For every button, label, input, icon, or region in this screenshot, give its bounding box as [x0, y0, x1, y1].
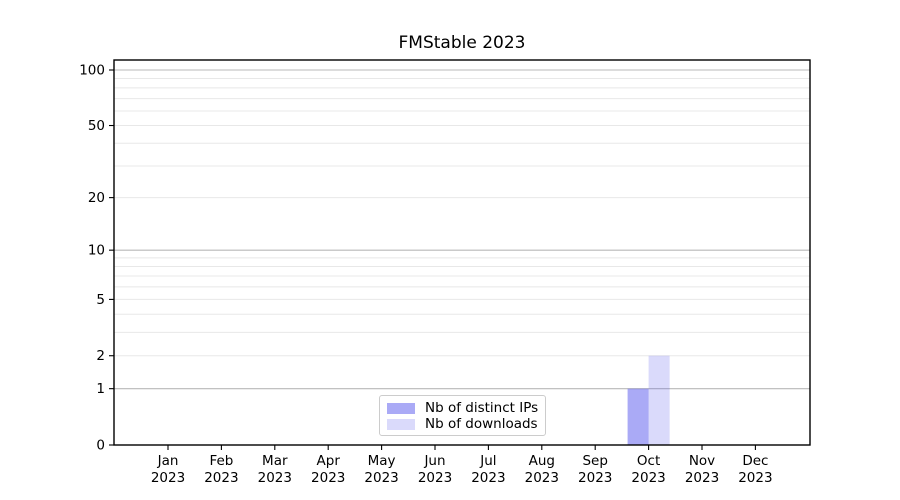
x-tick-label-month: Nov	[689, 453, 715, 469]
x-tick-label-year: 2023	[525, 470, 559, 486]
x-tick-label-year: 2023	[311, 470, 345, 486]
x-tick-label-month: Mar	[262, 453, 288, 469]
x-tick-label-month: Feb	[209, 453, 233, 469]
bar-nb-of-distinct-ips	[627, 388, 649, 445]
y-tick-label: 100	[79, 62, 105, 78]
x-tick-label-year: 2023	[418, 470, 452, 486]
x-tick-label-year: 2023	[685, 470, 719, 486]
y-tick-label: 1	[96, 381, 105, 397]
x-tick-label-year: 2023	[471, 470, 505, 486]
y-tick-label: 10	[88, 243, 105, 259]
chart-title: FMStable 2023	[398, 33, 526, 53]
legend-swatch-distinct-ips	[387, 402, 415, 414]
x-tick-label-month: Sep	[582, 453, 607, 469]
legend-item-downloads: Nb of downloads	[387, 416, 538, 432]
x-tick-label-month: Jul	[479, 453, 496, 469]
x-tick-label-year: 2023	[204, 470, 238, 486]
x-tick-label-year: 2023	[151, 470, 185, 486]
bar-nb-of-downloads	[648, 355, 670, 445]
legend-label-distinct-ips: Nb of distinct IPs	[425, 400, 539, 416]
x-tick-label-month: May	[368, 453, 396, 469]
x-tick-label-month: Jun	[423, 453, 445, 469]
y-tick-label: 2	[96, 348, 105, 364]
legend-item-distinct-ips: Nb of distinct IPs	[387, 400, 539, 416]
legend-label-downloads: Nb of downloads	[425, 416, 538, 432]
legend: Nb of distinct IPs Nb of downloads	[379, 395, 546, 436]
y-tick-label: 50	[88, 118, 105, 134]
legend-swatch-downloads	[387, 418, 415, 430]
x-tick-label-month: Dec	[742, 453, 768, 469]
x-tick-label-month: Apr	[317, 453, 341, 469]
x-tick-label-year: 2023	[738, 470, 772, 486]
plot-frame	[113, 59, 811, 446]
y-tick-label: 5	[96, 292, 105, 308]
x-tick-label-month: Oct	[637, 453, 660, 469]
x-tick-label-year: 2023	[258, 470, 292, 486]
x-tick-label-month: Aug	[529, 453, 555, 469]
x-tick-label-year: 2023	[364, 470, 398, 486]
y-tick-label: 0	[96, 437, 105, 453]
y-tick-label: 20	[88, 190, 105, 206]
x-tick-label-month: Jan	[157, 453, 179, 469]
x-tick-label-year: 2023	[631, 470, 665, 486]
x-tick-label-year: 2023	[578, 470, 612, 486]
